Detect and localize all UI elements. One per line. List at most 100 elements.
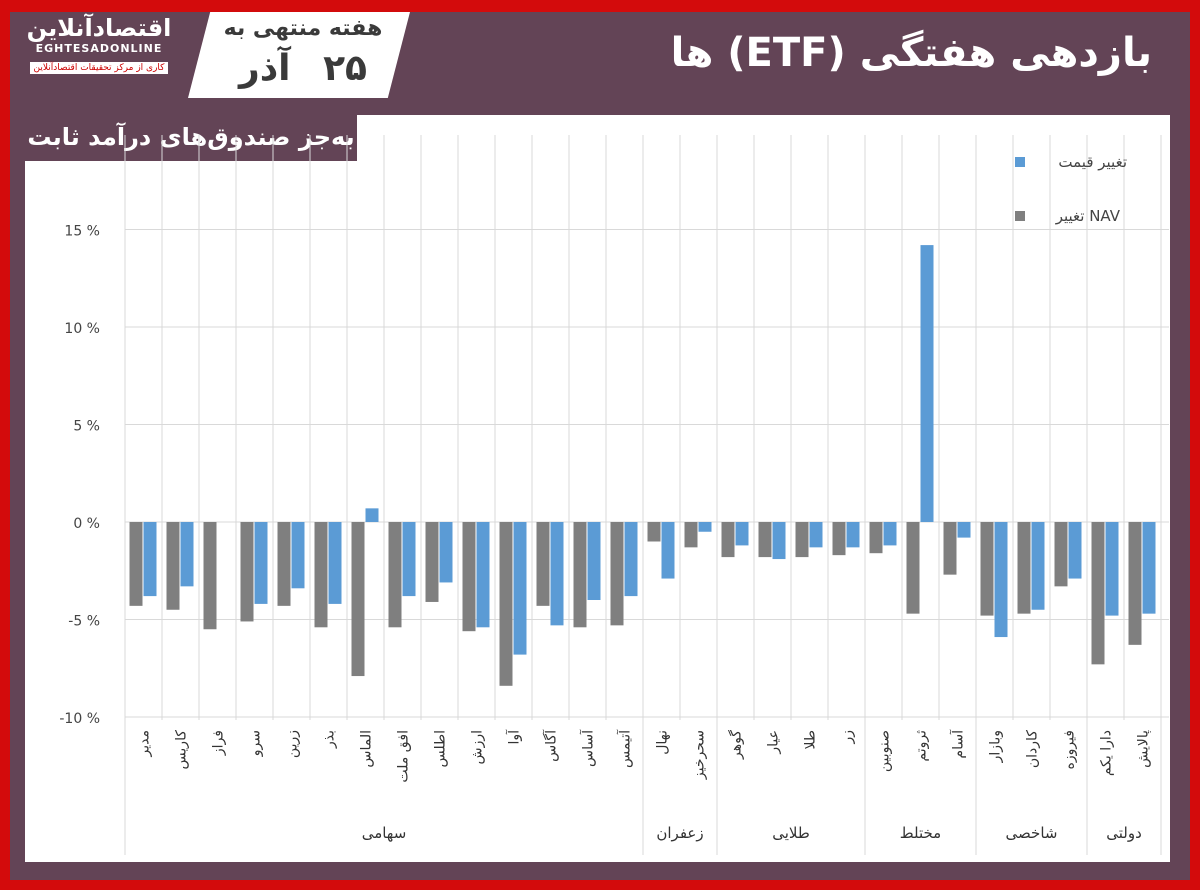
date: ۲۵ آذر	[238, 48, 368, 89]
logo-en: EGHTESADONLINE	[35, 42, 163, 55]
nav-bar-6	[351, 522, 365, 677]
nav-bar-5	[314, 522, 328, 628]
y-tick-label: 10 %	[64, 321, 100, 337]
price-bar-16	[735, 522, 749, 546]
nav-bar-26	[1091, 522, 1105, 665]
nav-bar-23	[980, 522, 994, 616]
price-bar-24	[1031, 522, 1045, 610]
nav-bar-0	[129, 522, 143, 606]
price-bar-15	[698, 522, 712, 532]
nav-bar-10	[499, 522, 513, 686]
x-tick-label: سرو	[248, 730, 264, 757]
nav-bar-22	[943, 522, 957, 575]
nav-bar-9	[462, 522, 476, 632]
x-tick-label: زرین	[285, 730, 301, 758]
x-tick-label: ثروتم	[914, 730, 930, 762]
x-tick-label: آسام	[950, 729, 967, 759]
price-bar-17	[772, 522, 786, 560]
price-bar-18	[809, 522, 823, 548]
x-tick-label: فیروزه	[1062, 730, 1078, 770]
x-tick-label: کاردان	[1025, 730, 1041, 768]
nav-bar-13	[610, 522, 624, 626]
nav-bar-1	[166, 522, 180, 610]
price-bar-8	[439, 522, 453, 583]
legend-price-swatch	[1015, 157, 1025, 167]
nav-bar-17	[758, 522, 772, 558]
x-tick-label: صنوبین	[877, 730, 893, 772]
legend: تغییر قیمت تغییر NAV	[1015, 153, 1127, 225]
group-label: زعفران	[656, 824, 703, 842]
week-label: هفته منتهی به	[223, 16, 383, 41]
nav-bar-7	[388, 522, 402, 628]
nav-bar-25	[1054, 522, 1068, 587]
legend-nav-label: تغییر NAV	[1055, 207, 1121, 225]
price-bar-4	[291, 522, 305, 589]
nav-bar-27	[1128, 522, 1142, 645]
chart-area	[25, 115, 1170, 862]
price-bar-0	[143, 522, 157, 597]
nav-bar-2	[203, 522, 217, 630]
nav-bar-20	[869, 522, 883, 554]
nav-bar-14	[647, 522, 661, 542]
price-bar-6	[365, 508, 379, 522]
x-tick-label: بذر	[322, 730, 338, 749]
x-tick-label: ارزش	[470, 730, 486, 765]
group-label: دولتی	[1106, 824, 1142, 842]
x-tick-label: عیار	[766, 730, 782, 755]
x-tick-label: اطلس	[433, 730, 449, 768]
nav-bar-12	[573, 522, 587, 628]
x-tick-label: مدیر	[137, 730, 153, 757]
x-tick-label: وبازار	[988, 730, 1004, 763]
nav-bar-3	[240, 522, 254, 622]
nav-bar-21	[906, 522, 920, 614]
x-tick-label: آتیمس	[617, 729, 634, 768]
logo: اقتصادآنلاین EGHTESADONLINE کاری از مرکز…	[14, 14, 184, 84]
y-tick-label: -5 %	[68, 614, 100, 630]
x-tick-label: آساس	[580, 729, 597, 767]
price-bar-5	[328, 522, 342, 604]
price-bar-14	[661, 522, 675, 579]
nav-bar-15	[684, 522, 698, 548]
y-tick-label: 5 %	[73, 419, 100, 435]
price-bar-1	[180, 522, 194, 587]
group-label: سهامی	[362, 824, 407, 842]
nav-bar-8	[425, 522, 439, 602]
price-bar-9	[476, 522, 490, 628]
legend-nav-swatch	[1015, 211, 1025, 221]
page-title: بازدهی هفتگی (ETF) ها	[670, 30, 1152, 76]
group-label: مختلط	[900, 824, 941, 842]
price-bar-25	[1068, 522, 1082, 579]
nav-bar-11	[536, 522, 550, 606]
x-tick-label: آوا	[506, 729, 523, 745]
logo-text: اقتصادآنلاین	[26, 14, 172, 42]
x-tick-label: دارا یکم	[1099, 730, 1115, 776]
x-tick-label: الماس	[359, 730, 375, 768]
x-tick-label: فراز	[211, 730, 227, 756]
x-axis-labels: مدیر کاریس فراز سرو زرین بذر الماس افق ملت اطلس ا…	[137, 729, 1152, 783]
y-tick-label: 0 %	[73, 516, 100, 532]
price-bar-22	[957, 522, 971, 538]
x-tick-label: سحرخیز	[692, 730, 708, 780]
subtitle: به‌جز صندوق‌های درآمد ثابت	[25, 115, 357, 161]
nav-bar-16	[721, 522, 735, 558]
price-bar-7	[402, 522, 416, 597]
y-tick-label: -10 %	[59, 711, 100, 727]
group-label: شاخصی	[1006, 824, 1058, 842]
grid	[124, 135, 1169, 720]
x-tick-label: کاریس	[174, 730, 190, 770]
x-tick-label: طلا	[803, 730, 819, 750]
price-bar-19	[846, 522, 860, 548]
group-label: طلایی	[772, 824, 810, 842]
x-tick-label: پالایش	[1136, 730, 1152, 768]
bars	[129, 245, 1156, 686]
price-bar-13	[624, 522, 638, 597]
date-box	[188, 12, 410, 98]
nav-bar-24	[1017, 522, 1031, 614]
x-tick-label: زر	[840, 730, 856, 745]
price-bar-3	[254, 522, 268, 604]
logo-tagline: کاری از مرکز تحقیقات اقتصادآنلاین	[29, 62, 169, 74]
nav-bar-18	[795, 522, 809, 558]
price-bar-10	[513, 522, 527, 655]
y-axis-labels: 15 % 10 % 5 % 0 % -5 % -10 %	[59, 224, 100, 728]
